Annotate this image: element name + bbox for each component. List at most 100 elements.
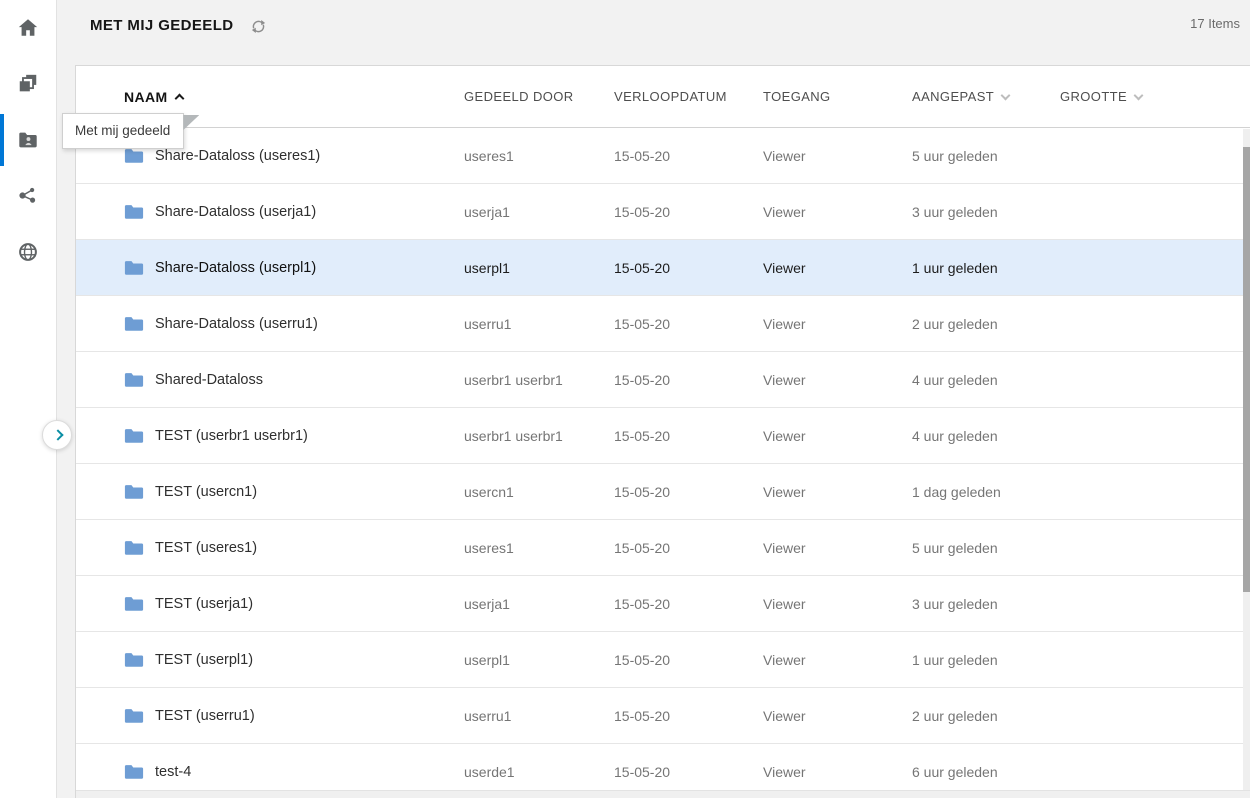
folder-icon <box>124 147 144 164</box>
chevron-down-icon <box>1133 90 1144 100</box>
column-header-name[interactable]: NAAM <box>76 89 464 105</box>
file-name: TEST (userbr1 userbr1) <box>155 427 308 444</box>
my-files-icon <box>17 73 39 95</box>
shared-with-me-folder-icon <box>17 129 39 151</box>
main-area: MET MIJ GEDEELD 17 Items NAAM GEDEELD DO… <box>57 0 1250 798</box>
file-name: Shared-Dataloss <box>155 371 263 388</box>
folder-icon <box>124 371 144 388</box>
table-row[interactable]: TEST (usercn1) usercn1 15-05-20 Viewer 1… <box>76 464 1243 520</box>
modified-value: 6 uur geleden <box>912 763 998 780</box>
home-icon <box>17 17 39 39</box>
modified-value: 5 uur geleden <box>912 147 998 164</box>
chevron-down-icon <box>1000 90 1011 100</box>
expiry-value: 15-05-20 <box>614 707 671 724</box>
table-row[interactable]: TEST (userbr1 userbr1) userbr1 userbr1 1… <box>76 408 1243 464</box>
column-header-modified[interactable]: AANGEPAST <box>912 89 1060 104</box>
sidebar-expand-button[interactable] <box>42 420 72 450</box>
tooltip-shared-with-me: Met mij gedeeld <box>62 113 200 149</box>
file-name: TEST (userpl1) <box>155 651 254 668</box>
expiry-value: 15-05-20 <box>614 315 671 332</box>
expiry-value: 15-05-20 <box>614 147 671 164</box>
vertical-scrollbar-thumb[interactable] <box>1243 147 1250 592</box>
file-name: TEST (usercn1) <box>155 483 258 500</box>
items-count: 17 Items <box>1190 16 1240 31</box>
chevron-right-icon <box>52 429 64 441</box>
folder-icon <box>124 707 144 724</box>
shared-by-value: userru1 <box>464 315 512 332</box>
shared-by-value: userja1 <box>464 203 510 220</box>
file-name: test-4 <box>155 763 192 780</box>
modified-value: 3 uur geleden <box>912 595 998 612</box>
sort-ascending-icon <box>174 93 185 104</box>
modified-value: 1 uur geleden <box>912 259 998 276</box>
access-value: Viewer <box>763 371 806 388</box>
table-row[interactable]: test-4 userde1 15-05-20 Viewer 6 uur gel… <box>76 744 1243 790</box>
table-row[interactable]: TEST (useres1) useres1 15-05-20 Viewer 5… <box>76 520 1243 576</box>
folder-icon <box>124 315 144 332</box>
shared-by-value: useres1 <box>464 147 514 164</box>
sidebar-item-net-folders[interactable] <box>0 224 56 280</box>
table-row[interactable]: Share-Dataloss (userja1) userja1 15-05-2… <box>76 184 1243 240</box>
modified-value: 1 uur geleden <box>912 651 998 668</box>
modified-value: 2 uur geleden <box>912 315 998 332</box>
sidebar-item-shared-with-me[interactable] <box>0 112 56 168</box>
sidebar <box>0 0 72 798</box>
topbar: MET MIJ GEDEELD 17 Items <box>57 0 1250 65</box>
column-header-shared-by[interactable]: GEDEELD DOOR <box>464 89 574 104</box>
page-title: MET MIJ GEDEELD <box>90 17 234 34</box>
table-row[interactable]: Share-Dataloss (useres1) useres1 15-05-2… <box>76 128 1243 184</box>
file-name: Share-Dataloss (userja1) <box>155 203 317 220</box>
expiry-value: 15-05-20 <box>614 427 671 444</box>
shared-by-value: userbr1 userbr1 <box>464 371 563 388</box>
expiry-value: 15-05-20 <box>614 651 671 668</box>
table-row[interactable]: Shared-Dataloss userbr1 userbr1 15-05-20… <box>76 352 1243 408</box>
column-header-access[interactable]: TOEGANG <box>763 89 831 104</box>
modified-value: 4 uur geleden <box>912 427 998 444</box>
column-header-expiry[interactable]: VERLOOPDATUM <box>614 89 727 104</box>
folder-icon <box>124 203 144 220</box>
access-value: Viewer <box>763 315 806 332</box>
shared-by-me-icon <box>17 185 39 207</box>
folder-icon <box>124 539 144 556</box>
expiry-value: 15-05-20 <box>614 595 671 612</box>
file-name: TEST (userru1) <box>155 707 255 724</box>
table-row[interactable]: TEST (userpl1) userpl1 15-05-20 Viewer 1… <box>76 632 1243 688</box>
sidebar-item-shared-by-me[interactable] <box>0 168 56 224</box>
refresh-button[interactable] <box>250 18 267 40</box>
folder-icon <box>124 259 144 276</box>
modified-value: 3 uur geleden <box>912 203 998 220</box>
expiry-value: 15-05-20 <box>614 483 671 500</box>
sidebar-item-home[interactable] <box>0 0 56 56</box>
modified-value: 5 uur geleden <box>912 539 998 556</box>
table-row[interactable]: TEST (userru1) userru1 15-05-20 Viewer 2… <box>76 688 1243 744</box>
access-value: Viewer <box>763 147 806 164</box>
table-row[interactable]: TEST (userja1) userja1 15-05-20 Viewer 3… <box>76 576 1243 632</box>
shared-by-value: userpl1 <box>464 259 510 276</box>
access-value: Viewer <box>763 595 806 612</box>
modified-value: 4 uur geleden <box>912 371 998 388</box>
file-name: TEST (useres1) <box>155 539 258 556</box>
shared-by-value: userbr1 userbr1 <box>464 427 563 444</box>
access-value: Viewer <box>763 539 806 556</box>
table-row[interactable]: Share-Dataloss (userru1) userru1 15-05-2… <box>76 296 1243 352</box>
access-value: Viewer <box>763 707 806 724</box>
access-value: Viewer <box>763 259 806 276</box>
shared-by-value: usercn1 <box>464 483 514 500</box>
expiry-value: 15-05-20 <box>614 371 671 388</box>
horizontal-scrollbar[interactable] <box>76 790 1250 798</box>
shared-by-value: userpl1 <box>464 651 510 668</box>
folder-icon <box>124 763 144 780</box>
access-value: Viewer <box>763 203 806 220</box>
access-value: Viewer <box>763 483 806 500</box>
shared-by-value: useres1 <box>464 539 514 556</box>
folder-icon <box>124 427 144 444</box>
table-row[interactable]: Share-Dataloss (userpl1) userpl1 15-05-2… <box>76 240 1243 296</box>
net-folders-globe-icon <box>17 241 39 263</box>
shared-by-value: userja1 <box>464 595 510 612</box>
file-name: TEST (userja1) <box>155 595 254 612</box>
folder-icon <box>124 483 144 500</box>
sidebar-item-my-files[interactable] <box>0 56 56 112</box>
folder-icon <box>124 651 144 668</box>
vertical-scrollbar[interactable] <box>1243 129 1250 790</box>
column-header-size[interactable]: GROOTTE <box>1060 89 1250 104</box>
